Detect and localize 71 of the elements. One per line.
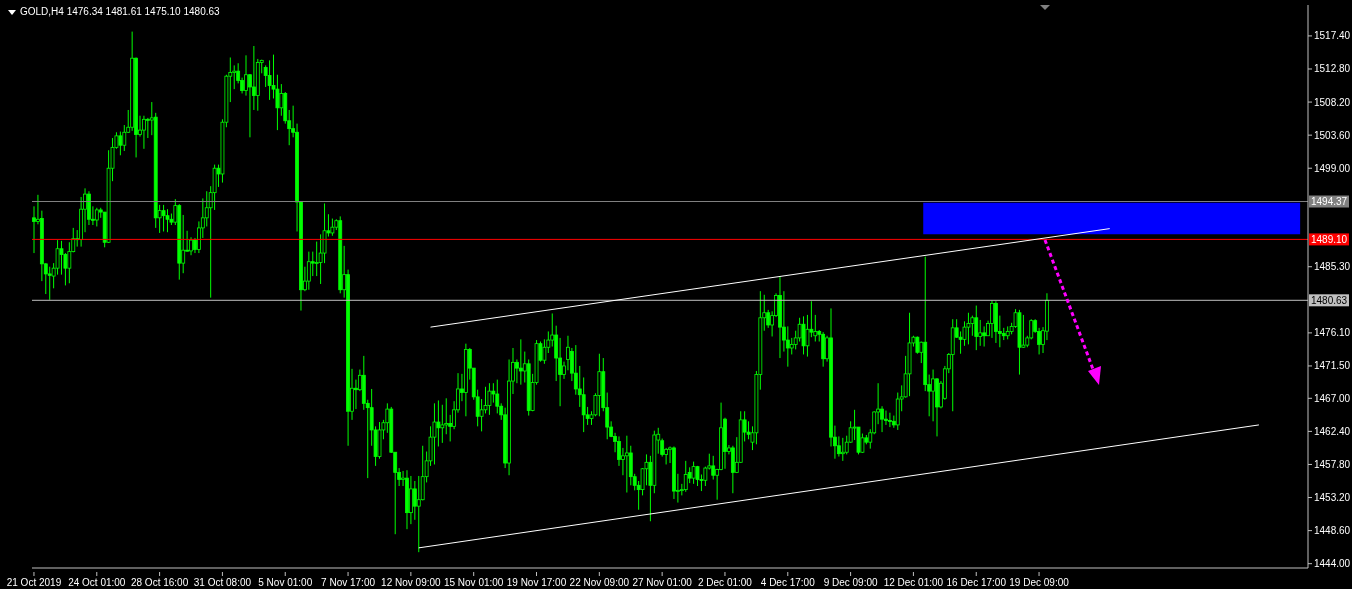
candlestick <box>94 207 99 227</box>
x-tick-label: 12 Nov 09:00 <box>381 577 442 588</box>
candlestick <box>495 379 500 414</box>
candlestick <box>958 330 963 355</box>
ref-line-label: 1480.63 <box>1311 294 1348 306</box>
y-tick-label: 1508.20 <box>1314 96 1351 108</box>
candlestick <box>47 266 52 301</box>
x-tick-label: 16 Dec 17:00 <box>946 577 1007 588</box>
candlestick <box>67 241 72 284</box>
candlestick <box>409 475 413 525</box>
candlestick <box>440 404 445 444</box>
y-tick-label: 1448.60 <box>1314 525 1351 537</box>
candlestick <box>978 319 983 347</box>
y-tick-label: 1462.40 <box>1314 425 1351 437</box>
y-tick-label: 1512.80 <box>1314 63 1351 75</box>
x-tick-label: 12 Dec 01:00 <box>883 577 944 588</box>
candlestick <box>990 300 994 339</box>
y-tick-label: 1444.00 <box>1314 558 1351 570</box>
candlestick <box>354 379 358 410</box>
ref-line-label: 1494.37 <box>1311 196 1348 208</box>
candlestick <box>624 435 629 493</box>
candlestick <box>145 117 150 139</box>
candlestick <box>644 453 649 486</box>
x-tick-label: 4 Dec 17:00 <box>760 577 816 588</box>
candlestick <box>966 312 971 345</box>
x-tick-label: 19 Nov 17:00 <box>506 577 567 588</box>
candlestick <box>279 83 284 117</box>
candlestick <box>142 115 146 150</box>
chart-title: GOLD,H4 1476.34 1481.61 1475.10 1480.63 <box>20 6 220 17</box>
y-tick-label: 1467.00 <box>1314 392 1351 404</box>
x-tick-label: 15 Nov 01:00 <box>443 577 504 588</box>
ref-line-label: 1489.10 <box>1311 233 1348 245</box>
y-tick-label: 1499.00 <box>1314 162 1351 174</box>
y-tick-label: 1476.10 <box>1314 327 1351 339</box>
candlestick <box>436 399 441 447</box>
candlestick <box>931 369 935 422</box>
x-tick-label: 28 Oct 16:00 <box>130 577 189 588</box>
x-tick-label: 22 Nov 09:00 <box>569 577 630 588</box>
candlestick <box>974 305 979 351</box>
candlestick <box>122 124 127 152</box>
x-tick-label: 9 Dec 09:00 <box>823 577 878 588</box>
x-tick-label: 5 Nov 01:00 <box>258 577 313 588</box>
candlestick <box>628 445 633 486</box>
candlestick <box>518 338 523 386</box>
x-tick-label: 19 Dec 09:00 <box>1009 577 1070 588</box>
candlestick <box>487 382 492 416</box>
candlestick <box>982 325 987 348</box>
candlestick <box>306 251 311 291</box>
y-tick-label: 1517.40 <box>1314 30 1351 42</box>
x-tick-label: 2 Dec 01:00 <box>698 577 753 588</box>
x-tick-label: 31 Oct 08:00 <box>193 577 252 588</box>
candlestick <box>161 204 166 232</box>
candlestick <box>683 460 688 493</box>
candlestick <box>581 376 586 433</box>
candlestick <box>888 412 892 428</box>
candlestick <box>267 59 272 101</box>
y-tick-label: 1471.50 <box>1314 360 1351 372</box>
y-tick-label: 1453.20 <box>1314 492 1351 504</box>
x-tick-label: 27 Nov 01:00 <box>632 577 693 588</box>
y-tick-label: 1503.60 <box>1314 129 1351 141</box>
candlestick <box>416 475 421 553</box>
x-tick-label: 24 Oct 01:00 <box>68 577 126 588</box>
candlestick <box>118 131 123 156</box>
candlestick <box>432 402 437 465</box>
candlestick <box>711 455 716 481</box>
x-tick-label: 21 Oct 2019 <box>6 577 62 588</box>
y-tick-label: 1485.30 <box>1314 261 1351 273</box>
y-tick-label: 1457.80 <box>1314 458 1351 470</box>
candlestick <box>801 315 806 355</box>
candlestick <box>840 437 845 462</box>
x-tick-label: 7 Nov 17:00 <box>321 577 376 588</box>
